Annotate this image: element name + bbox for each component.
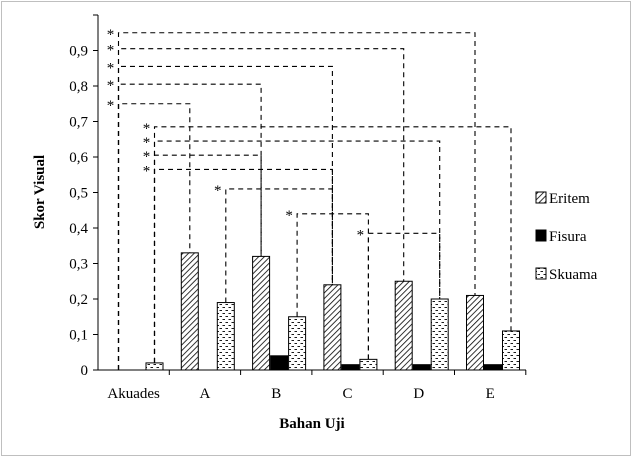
x-tick-label: B [271,386,281,402]
bar-eritem-a [180,252,199,371]
bar-skuama-c [359,358,378,371]
bar-fisura-e [484,364,502,371]
significance-bracket [153,154,262,363]
y-tick-label: 0 [81,363,89,379]
bar-eritem-e [466,294,484,371]
significance-bracket [153,168,333,363]
significance-star: * [143,163,151,179]
significance-bracket [117,32,476,370]
y-tick-label: 0,7 [69,115,88,131]
legend-label-fisura: Fisura [549,229,587,245]
significance-star: * [107,78,115,94]
significance-star: * [107,60,115,76]
bar-eritem-b [252,255,271,371]
y-tick-label: 0,5 [69,186,88,202]
bar-skuama-d [430,298,449,371]
significance-bracket [117,48,405,370]
y-axis-label: Skor Visual [32,155,48,229]
x-tick-label: D [413,386,424,402]
y-tick-label: 0,2 [69,292,88,308]
bar-skuama-akuades [145,362,164,371]
legend-swatch-fisura [535,229,547,242]
legend-swatch-eritem [535,191,547,204]
bars-group [145,252,520,371]
bar-skuama-b [288,316,307,371]
significance-star: * [107,27,115,43]
bar-eritem-c [323,284,342,371]
legend: Eritem Fisura Skuama [535,191,598,283]
significance-star: * [107,98,115,114]
x-tick-label: E [486,386,495,402]
bar-skuama-e [502,330,520,371]
legend-swatch-skuama [535,267,547,280]
x-tick-label: A [200,386,211,402]
y-tick-label: 0,3 [69,257,88,273]
significance-bracket [117,103,191,370]
legend-label-skuama: Skuama [549,267,598,283]
significance-star: * [143,149,151,165]
significance-star: * [285,208,293,224]
significance-bracket [117,83,262,370]
x-axis-tick-labels: Akuades A B C D E [107,370,527,402]
x-tick-label: Akuades [107,386,160,402]
significance-star: * [357,227,365,243]
y-tick-label: 0,4 [69,221,88,237]
bar-fisura-b [270,355,289,371]
significance-star: * [143,121,151,137]
bar-fisura-d [412,364,431,371]
bar-fisura-c [341,364,360,371]
bar-skuama-a [216,302,235,371]
legend-label-eritem: Eritem [549,191,590,207]
bar-eritem-d [394,280,413,371]
significance-star: * [214,183,222,199]
significance-bracket [367,232,441,360]
y-tick-label: 0,6 [69,150,88,166]
y-tick-label: 0,8 [69,79,88,95]
significance-star: * [107,43,115,59]
x-tick-label: C [343,386,353,402]
y-tick-label: 0,9 [69,44,88,60]
significance-brackets: ************ [107,27,512,370]
x-axis-label: Bahan Uji [279,416,344,432]
significance-star: * [143,135,151,151]
significance-bracket [225,188,333,303]
y-tick-label: 0,1 [69,328,88,344]
y-axis-ticks: 0 0,1 0,2 0,3 0,4 0,5 0,6 0,7 0,8 0,9 [69,14,98,379]
